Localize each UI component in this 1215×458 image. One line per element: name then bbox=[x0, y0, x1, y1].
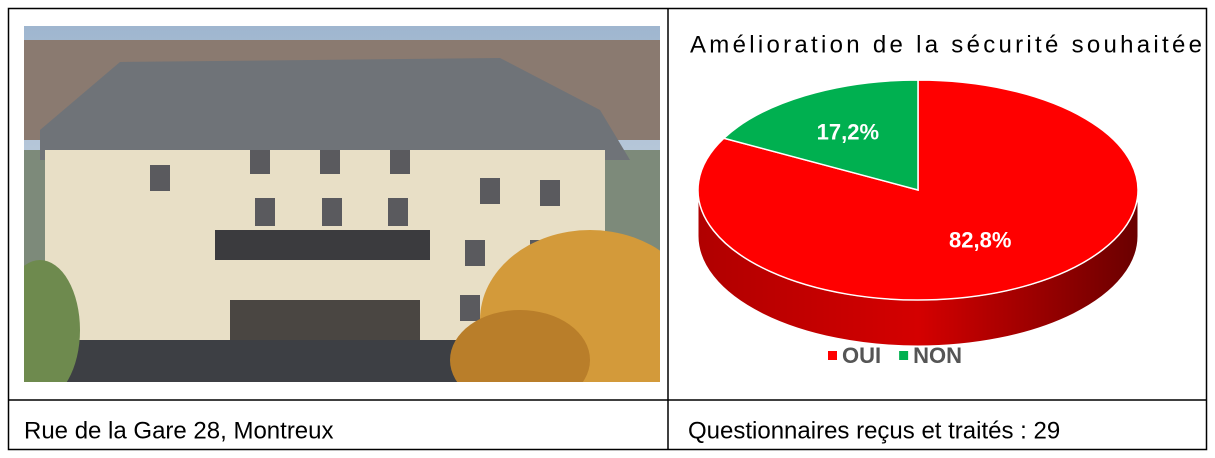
chart-title: Amélioration de la sécurité souhaitée bbox=[690, 31, 1202, 58]
caption: Rue de la Gare 28, Montreux bbox=[24, 417, 334, 444]
legend-label: OUI bbox=[842, 343, 881, 368]
legend-swatch bbox=[899, 351, 909, 360]
slice-label: 82,8% bbox=[949, 228, 1011, 253]
table-border bbox=[7, 7, 1208, 451]
building-photo bbox=[24, 26, 660, 382]
pie-chart: 82,8% 17,2% OUI NON bbox=[697, 79, 1139, 368]
slice-label: 17,2% bbox=[817, 119, 879, 144]
legend-label: NON bbox=[913, 343, 962, 368]
legend-swatch bbox=[828, 351, 837, 360]
caption: Questionnaires reçus et traités : 29 bbox=[688, 417, 1060, 444]
pie-slice bbox=[722, 79, 919, 191]
